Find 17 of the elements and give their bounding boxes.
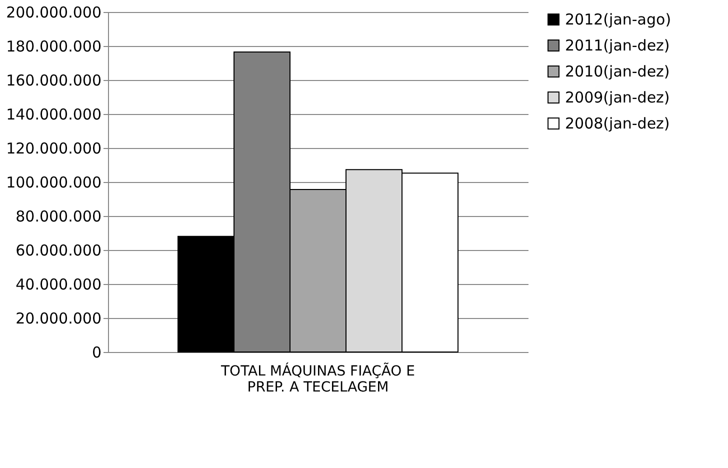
y-tick-label: 100.000.000 <box>6 174 102 192</box>
legend-label: 2009(jan-dez) <box>565 88 670 106</box>
y-tick-label: 80.000.000 <box>16 208 102 226</box>
legend-label: 2008(jan-dez) <box>565 114 670 132</box>
y-tick-label: 20.000.000 <box>16 310 102 328</box>
y-tick-label: 160.000.000 <box>6 72 102 90</box>
y-tick-label: 180.000.000 <box>6 38 102 56</box>
legend-label: 2012(jan-ago) <box>565 10 672 28</box>
legend-label: 2011(jan-dez) <box>565 36 670 54</box>
x-tick-label: TOTAL MÁQUINAS FIAÇÃO E PREP. A TECELAGEM <box>220 362 415 396</box>
y-tick-label: 0 <box>92 344 102 362</box>
y-tick-label: 140.000.000 <box>6 106 102 124</box>
y-tick-label: 60.000.000 <box>16 242 102 260</box>
y-tick-label: 200.000.000 <box>6 4 102 22</box>
y-tick-label: 40.000.000 <box>16 276 102 294</box>
y-tick-label: 120.000.000 <box>6 140 102 158</box>
legend-label: 2010(jan-dez) <box>565 62 670 80</box>
